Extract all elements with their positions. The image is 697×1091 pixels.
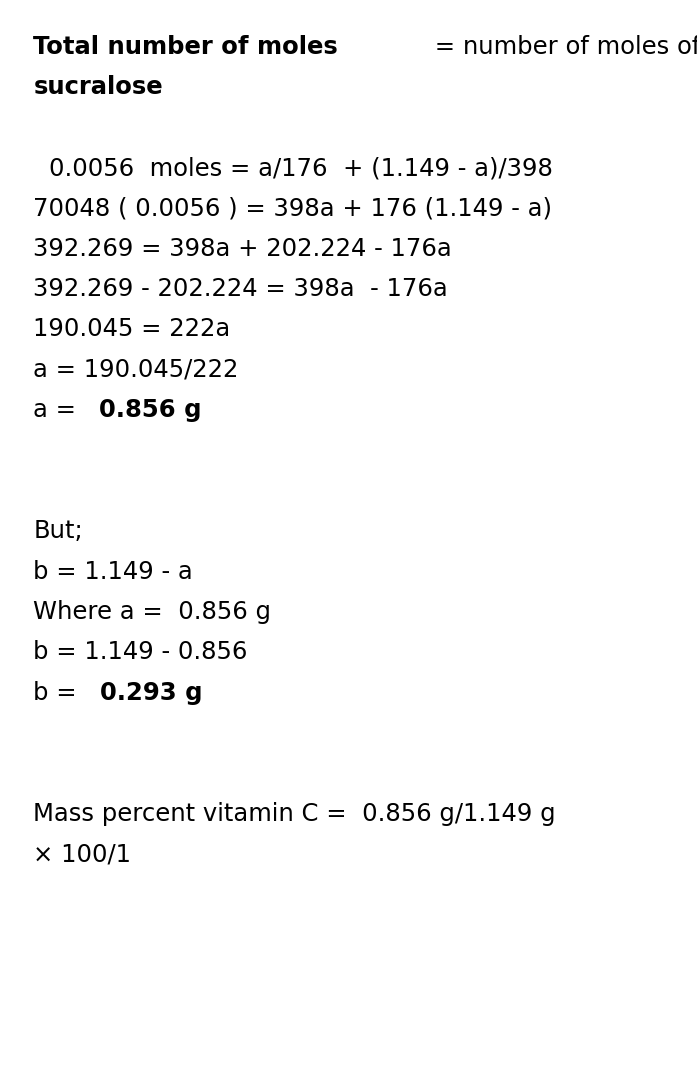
Text: b = 1.149 - 0.856: b = 1.149 - 0.856 [33, 640, 248, 664]
Text: Where a =  0.856 g: Where a = 0.856 g [33, 600, 271, 624]
Text: But;: But; [33, 519, 83, 543]
Text: 190.045 = 222a: 190.045 = 222a [33, 317, 231, 341]
Text: Total number of moles: Total number of moles [33, 35, 338, 59]
Text: 392.269 - 202.224 = 398a  - 176a: 392.269 - 202.224 = 398a - 176a [33, 277, 448, 301]
Text: a =: a = [33, 398, 84, 422]
Text: sucralose: sucralose [33, 75, 163, 99]
Text: Mass percent vitamin C =  0.856 g/1.149 g: Mass percent vitamin C = 0.856 g/1.149 g [33, 802, 556, 826]
Text: b =: b = [33, 681, 85, 705]
Text: 70048 ( 0.0056 ) = 398a + 176 (1.149 - a): 70048 ( 0.0056 ) = 398a + 176 (1.149 - a… [33, 196, 553, 220]
Text: = number of moles of: = number of moles of [427, 35, 697, 59]
Text: a = 190.045/222: a = 190.045/222 [33, 358, 239, 382]
Text: 0.0056  moles = a/176  + (1.149 - a)/398: 0.0056 moles = a/176 + (1.149 - a)/398 [49, 156, 553, 180]
Text: 392.269 = 398a + 202.224 - 176a: 392.269 = 398a + 202.224 - 176a [33, 237, 452, 261]
Text: 0.856 g: 0.856 g [99, 398, 201, 422]
Text: b = 1.149 - a: b = 1.149 - a [33, 560, 193, 584]
Text: 0.293 g: 0.293 g [100, 681, 202, 705]
Text: × 100/1: × 100/1 [33, 842, 132, 866]
